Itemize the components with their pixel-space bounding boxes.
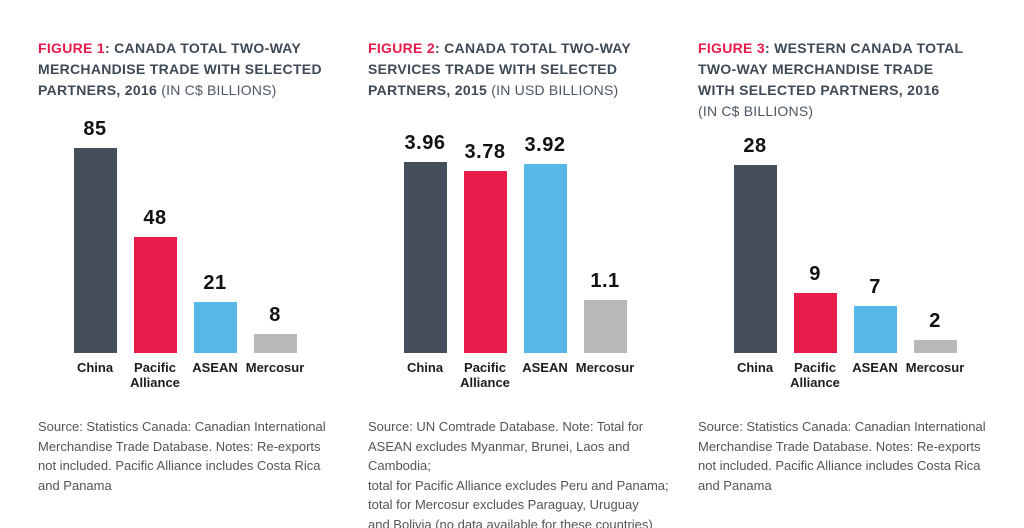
bar-group-china: 85 xyxy=(65,118,125,353)
figure-panel-1: FIGURE 1: CANADA TOTAL TWO-WAY MERCHANDI… xyxy=(38,38,338,508)
bar-value-label-asean: 21 xyxy=(203,272,227,294)
bar-group-china: 28 xyxy=(725,135,785,353)
figure-3-label: FIGURE 3 xyxy=(698,40,765,56)
bar-china xyxy=(73,148,117,353)
figure-1-source-note: Source: Statistics Canada: Canadian Inte… xyxy=(38,419,326,493)
bar-china xyxy=(733,165,777,353)
figure-2-source-note: Source: UN Comtrade Database. Note: Tota… xyxy=(368,419,669,528)
figure-1-label: FIGURE 1 xyxy=(38,40,105,56)
category-label-pacific-alliance: Pacific Alliance xyxy=(790,360,840,390)
category-axis: China Pacific Alliance ASEAN Mercosur xyxy=(38,360,338,390)
figure-3-source-note: Source: Statistics Canada: Canadian Inte… xyxy=(698,419,986,493)
bar-value-label-mercosur: 2 xyxy=(929,310,941,332)
bar-value-label-asean: 3.92 xyxy=(524,134,566,156)
bar-mercosur xyxy=(583,300,627,353)
plot-area: 28 9 7 2 xyxy=(698,121,998,353)
bar-value-label-asean: 7 xyxy=(869,276,881,298)
figure-2-label: FIGURE 2 xyxy=(368,40,435,56)
plot-area: 85 48 21 8 xyxy=(38,118,338,353)
bar-group-asean: 3.92 xyxy=(515,134,575,353)
figure-panel-3: FIGURE 3: WESTERN CANADA TOTAL TWO-WAY M… xyxy=(698,38,998,508)
bar-asean xyxy=(523,164,567,353)
category-label-mercosur: Mercosur xyxy=(575,360,635,375)
category-label-asean: ASEAN xyxy=(852,360,898,375)
bar-value-label-pacific-alliance: 48 xyxy=(143,207,167,229)
category-label-china: China xyxy=(736,360,774,375)
figures-row: FIGURE 1: CANADA TOTAL TWO-WAY MERCHANDI… xyxy=(38,38,998,528)
figure-2-title-units: (IN USD BILLIONS) xyxy=(491,82,619,98)
figure-1-bar-chart: 85 48 21 8 China Pacific Alliance ASEAN Mercosu… xyxy=(38,118,338,390)
category-label-china: China xyxy=(76,360,114,375)
bar-value-label-china: 3.96 xyxy=(404,132,446,154)
category-label-pacific-alliance: Pacific Alliance xyxy=(460,360,510,390)
figure-1-title-main: : CANADA TOTAL TWO-WAY MERCHANDISE TRADE… xyxy=(38,40,322,98)
category-axis: China Pacific Alliance ASEAN Mercosur xyxy=(368,360,668,390)
bar-group-pacific-alliance: 48 xyxy=(125,207,185,353)
figure-2-bar-chart: 3.96 3.78 3.92 1.1 China Pacific Alliance ASEA… xyxy=(368,121,668,390)
category-label-china: China xyxy=(406,360,444,375)
bar-china xyxy=(403,162,447,353)
figure-3-title-main: : WESTERN CANADA TOTAL TWO-WAY MERCHANDI… xyxy=(698,40,964,98)
figure-panel-2: FIGURE 2: CANADA TOTAL TWO-WAY SERVICES … xyxy=(368,38,669,528)
figure-1-title: FIGURE 1: CANADA TOTAL TWO-WAY MERCHANDI… xyxy=(38,38,338,101)
category-label-asean: ASEAN xyxy=(192,360,238,375)
bar-pacific-alliance xyxy=(463,171,507,353)
bar-mercosur xyxy=(913,340,957,353)
figure-1-title-units: (IN C$ BILLIONS) xyxy=(161,82,277,98)
figure-3-bar-chart: 28 9 7 2 China Pacific Alliance ASEAN Mercosur xyxy=(698,121,998,390)
plot-area: 3.96 3.78 3.92 1.1 xyxy=(368,121,668,353)
category-label-mercosur: Mercosur xyxy=(905,360,965,375)
bar-group-asean: 7 xyxy=(845,276,905,353)
category-label-pacific-alliance: Pacific Alliance xyxy=(130,360,180,390)
bar-asean xyxy=(853,306,897,353)
bar-value-label-china: 85 xyxy=(83,118,107,140)
bar-value-label-china: 28 xyxy=(743,135,767,157)
bar-asean xyxy=(193,302,237,353)
bar-mercosur xyxy=(253,334,297,353)
bar-pacific-alliance xyxy=(133,237,177,353)
bar-group-mercosur: 1.1 xyxy=(575,270,635,353)
bar-value-label-mercosur: 8 xyxy=(269,304,281,326)
bar-value-label-mercosur: 1.1 xyxy=(590,270,620,292)
bar-group-pacific-alliance: 9 xyxy=(785,263,845,353)
bar-group-pacific-alliance: 3.78 xyxy=(455,141,515,353)
category-axis: China Pacific Alliance ASEAN Mercosur xyxy=(698,360,998,390)
bar-group-china: 3.96 xyxy=(395,132,455,353)
bar-group-mercosur: 2 xyxy=(905,310,965,353)
bar-group-asean: 21 xyxy=(185,272,245,353)
figure-2-title: FIGURE 2: CANADA TOTAL TWO-WAY SERVICES … xyxy=(368,38,668,101)
figure-3-title-units: (IN C$ BILLIONS) xyxy=(698,103,814,119)
bar-value-label-pacific-alliance: 3.78 xyxy=(464,141,506,163)
category-label-asean: ASEAN xyxy=(522,360,568,375)
bar-pacific-alliance xyxy=(793,293,837,353)
bar-group-mercosur: 8 xyxy=(245,304,305,353)
category-label-mercosur: Mercosur xyxy=(245,360,305,375)
figure-2-title-main: : CANADA TOTAL TWO-WAY SERVICES TRADE WI… xyxy=(368,40,632,98)
bar-value-label-pacific-alliance: 9 xyxy=(809,263,821,285)
figure-3-title: FIGURE 3: WESTERN CANADA TOTAL TWO-WAY M… xyxy=(698,38,998,122)
